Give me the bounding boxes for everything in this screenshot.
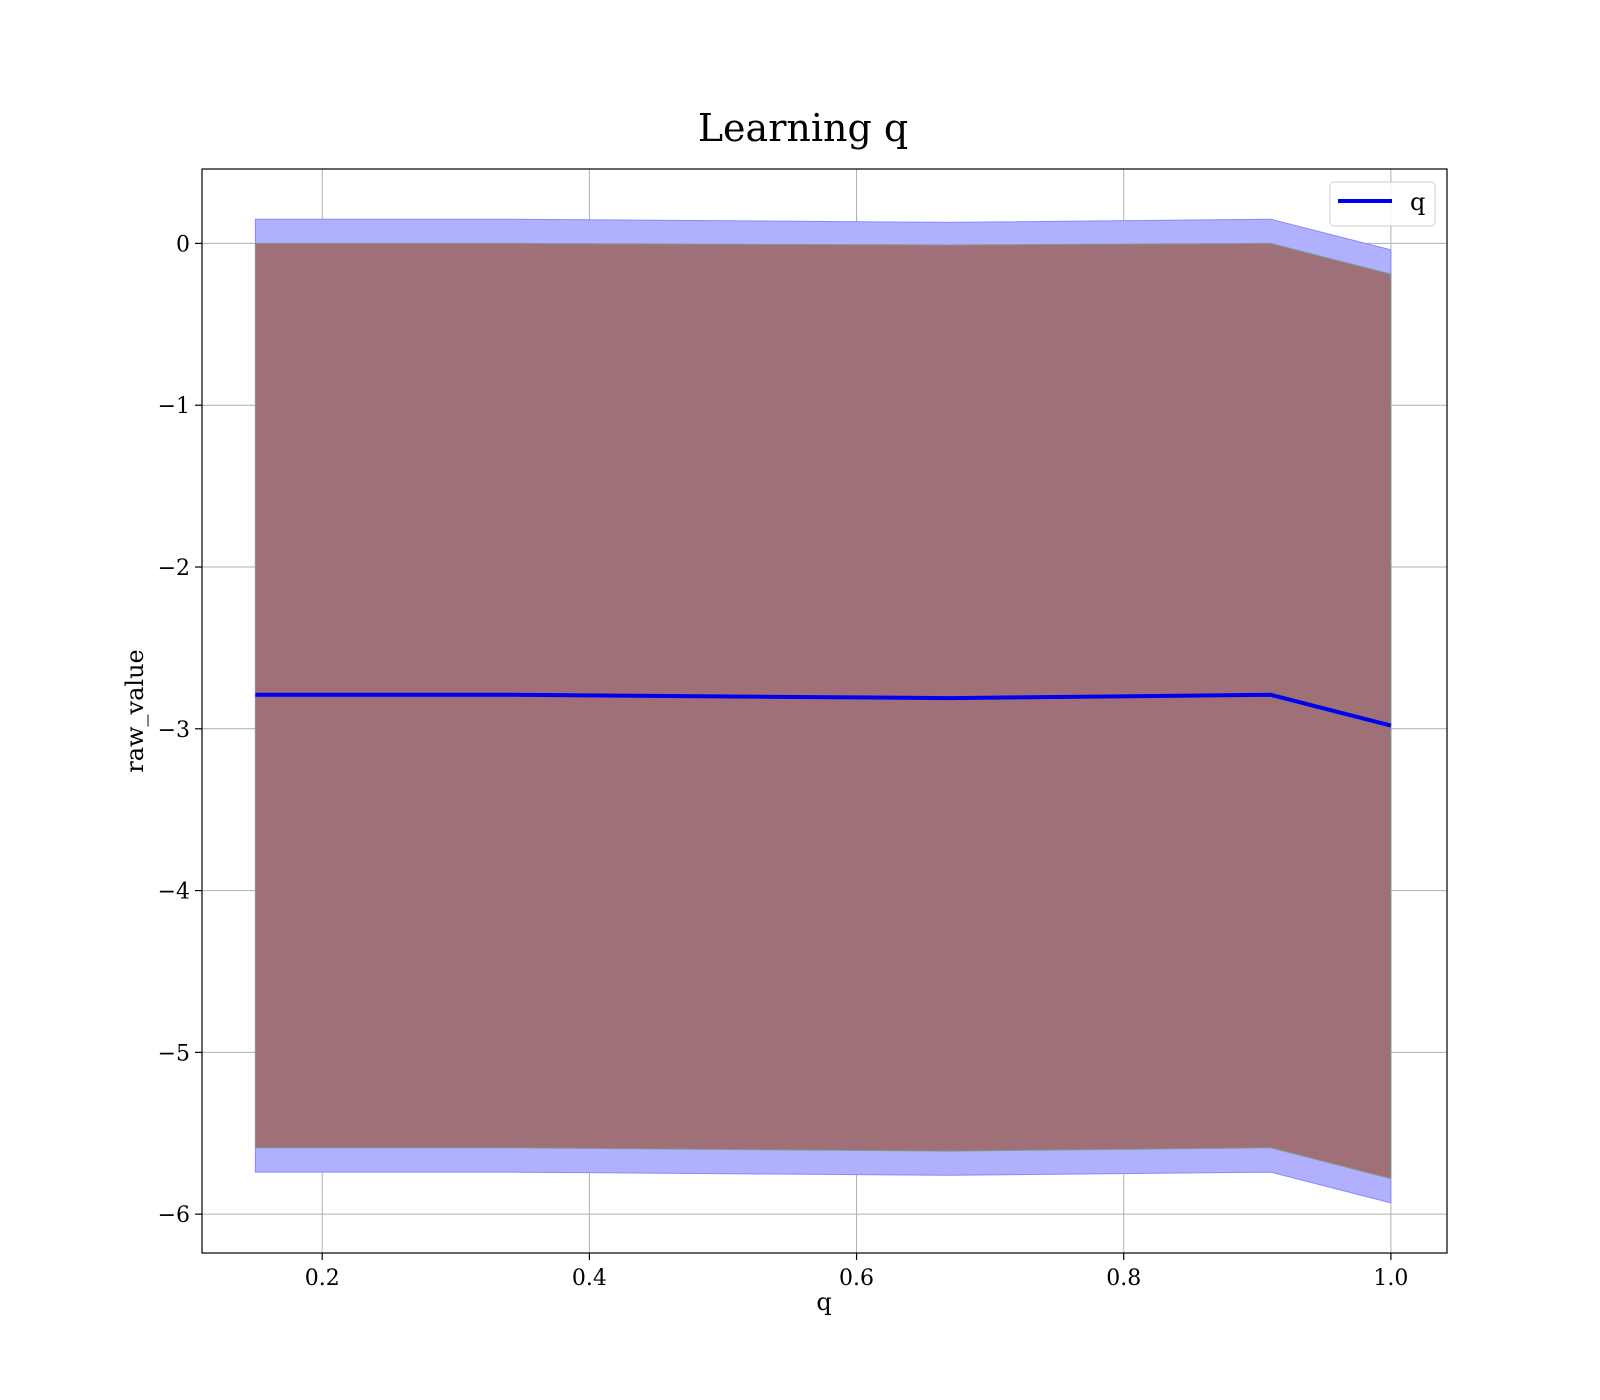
x-tick-label: 0.8	[1106, 1266, 1141, 1291]
y-tick-label: −1	[158, 394, 190, 419]
y-tick-label: −3	[158, 718, 190, 743]
legend-label-q: q	[1410, 188, 1425, 216]
y-tick-label: −6	[158, 1203, 190, 1228]
y-tick-label: −5	[158, 1041, 190, 1066]
x-tick-label: 0.6	[839, 1266, 874, 1291]
y-axis-label: raw_value	[121, 649, 149, 773]
band-inner	[254, 242, 1392, 1180]
plot-frame	[201, 168, 1448, 1254]
y-tick-label: 0	[176, 232, 190, 257]
y-tick-label: −4	[158, 880, 190, 905]
x-tick-label: 1.0	[1373, 1266, 1408, 1291]
x-axis-ticks: 0.2 0.4 0.6 0.8 1.0	[305, 1253, 1408, 1291]
y-tick-label: −2	[158, 556, 190, 581]
x-tick-label: 0.4	[572, 1266, 607, 1291]
chart-title: Learning q	[698, 106, 908, 150]
y-axis-ticks: 0 −1 −2 −3 −4 −5 −6	[158, 232, 202, 1228]
legend-box	[1329, 181, 1436, 227]
x-tick-label: 0.2	[305, 1266, 340, 1291]
legend: q	[1329, 181, 1436, 227]
series-line-q	[255, 692, 1392, 728]
confidence-bands	[254, 218, 1392, 1204]
series-lines	[255, 692, 1392, 728]
x-axis-label: q	[816, 1288, 831, 1316]
